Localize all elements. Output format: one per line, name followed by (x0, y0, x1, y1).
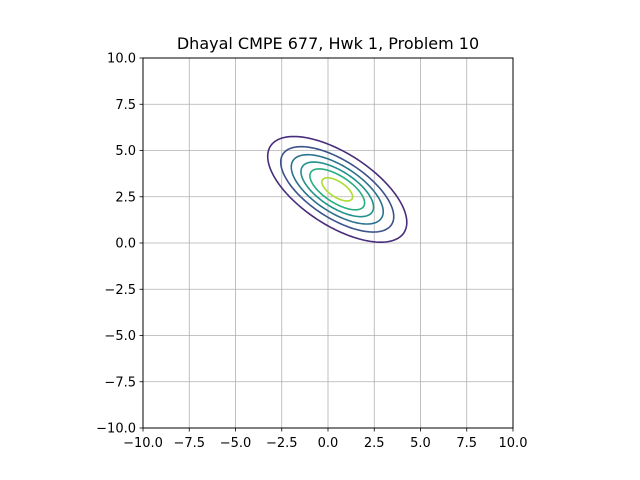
y-tick-label: −10.0 (96, 422, 136, 437)
x-tick-label: 10.0 (499, 436, 528, 451)
y-tick-label: −7.5 (104, 375, 136, 390)
contour-level (309, 168, 366, 211)
x-tick-label: 5.0 (410, 436, 431, 451)
y-tick-label: 2.5 (115, 190, 136, 205)
grid (142, 57, 514, 429)
y-tick-label: 5.0 (115, 144, 136, 159)
x-tick-label: 0.0 (318, 436, 339, 451)
x-axis: −10.0 −7.5 −5.0 −2.5 0.0 2.5 5.0 7.5 10.0 (123, 428, 527, 451)
y-tick-label: 7.5 (115, 98, 136, 113)
x-tick-label: −2.5 (266, 436, 298, 451)
contour-level (300, 161, 375, 218)
contour-level (279, 145, 395, 233)
x-tick-label: −10.0 (123, 436, 163, 451)
chart-title: Dhayal CMPE 677, Hwk 1, Problem 10 (177, 34, 479, 53)
x-tick-label: 2.5 (364, 436, 385, 451)
x-tick-label: 7.5 (456, 436, 477, 451)
y-tick-label: −2.5 (104, 283, 136, 298)
y-tick-label: 0.0 (115, 237, 136, 252)
x-tick-label: −7.5 (173, 436, 205, 451)
y-tick-label: −5.0 (104, 329, 136, 344)
contour-level (321, 176, 354, 202)
contour-level (290, 153, 385, 225)
y-axis: −10.0 −7.5 −5.0 −2.5 0.0 2.5 5.0 7.5 10.0 (96, 52, 143, 437)
contour-lines (266, 135, 408, 243)
contour-level (266, 135, 408, 243)
x-tick-label: −5.0 (220, 436, 252, 451)
y-tick-label: 10.0 (107, 52, 136, 67)
